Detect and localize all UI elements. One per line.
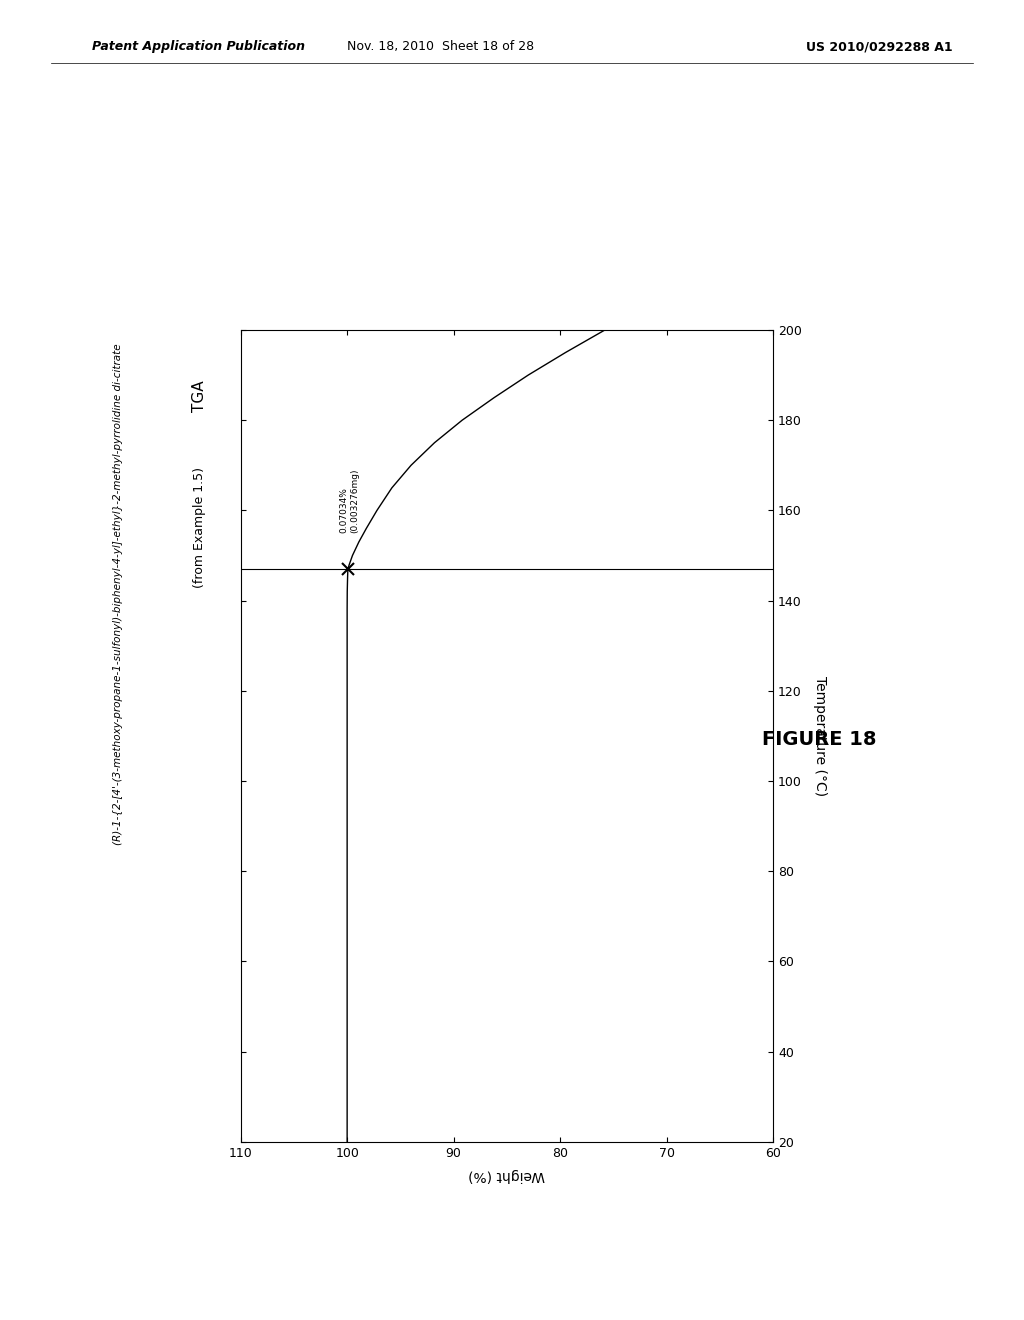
- Text: Patent Application Publication: Patent Application Publication: [92, 40, 305, 53]
- Text: TGA: TGA: [193, 380, 207, 412]
- Text: FIGURE 18: FIGURE 18: [762, 730, 877, 748]
- X-axis label: Weight (%): Weight (%): [468, 1168, 546, 1181]
- Y-axis label: Temperature (°C): Temperature (°C): [813, 676, 827, 796]
- Text: US 2010/0292288 A1: US 2010/0292288 A1: [806, 40, 952, 53]
- Text: Nov. 18, 2010  Sheet 18 of 28: Nov. 18, 2010 Sheet 18 of 28: [347, 40, 534, 53]
- Text: 0.07034%
(0.003276mg): 0.07034% (0.003276mg): [339, 469, 358, 533]
- Text: (R)-1-{2-[4'-(3-methoxy-propane-1-sulfonyl)-biphenyl-4-yl]-ethyl}-2-methyl-pyrro: (R)-1-{2-[4'-(3-methoxy-propane-1-sulfon…: [113, 343, 123, 845]
- Text: (from Example 1.5): (from Example 1.5): [194, 467, 206, 589]
